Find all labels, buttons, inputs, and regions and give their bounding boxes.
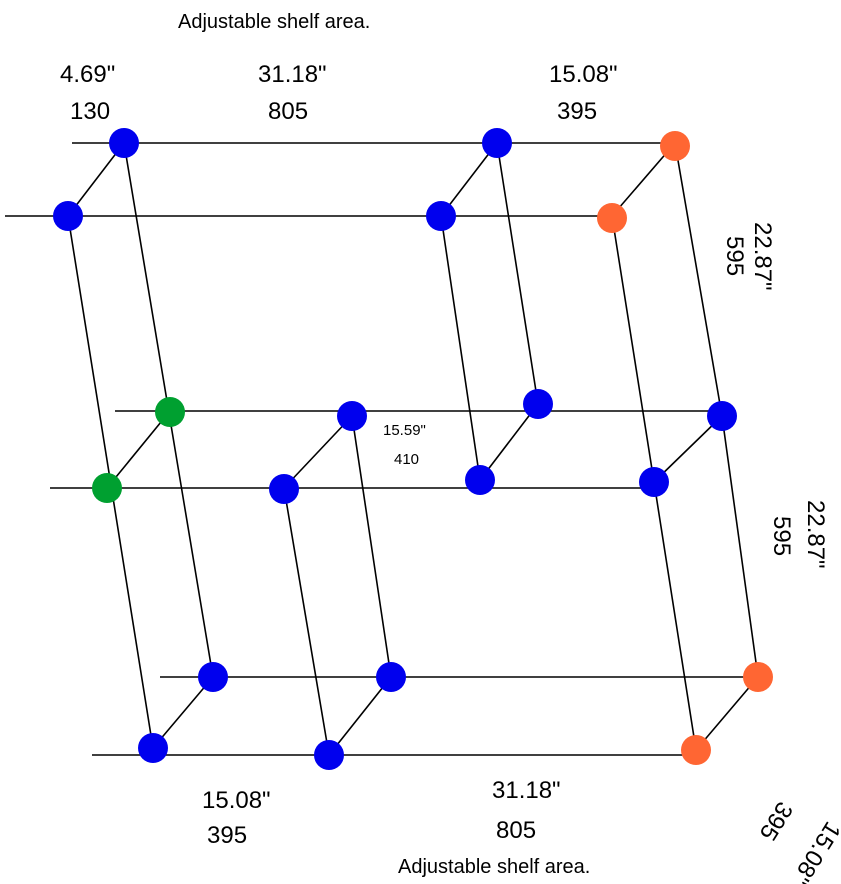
post: [283, 487, 330, 756]
node-blue: [138, 733, 168, 763]
node-green: [155, 397, 185, 427]
node-blue: [482, 128, 512, 158]
depth-link: [479, 403, 539, 481]
mid-dim-mm: 410: [394, 451, 419, 468]
top-dim-1-in: 4.69": [60, 61, 115, 88]
post: [496, 142, 539, 405]
right-dim-1-in: 22.87": [749, 222, 776, 291]
node-blue: [523, 389, 553, 419]
depth-link: [695, 676, 759, 751]
node-orange: [743, 662, 773, 692]
top-dim-2-in: 31.18": [258, 61, 327, 88]
depth-link: [653, 415, 723, 483]
bottom-dim-2-mm: 805: [496, 817, 536, 844]
depth-link: [152, 676, 214, 749]
depth-link: [440, 142, 498, 217]
depth-link: [67, 142, 125, 217]
right-dim-2-in: 22.87": [802, 500, 829, 569]
right-dim-2-mm: 595: [768, 516, 795, 556]
node-blue: [465, 465, 495, 495]
right-dim-1-mm: 595: [721, 236, 748, 276]
node-orange: [597, 203, 627, 233]
post: [351, 415, 392, 678]
bottom-dim-1-in: 15.08": [202, 787, 271, 814]
post: [611, 215, 655, 483]
mid-dim-in: 15.59": [383, 422, 426, 439]
depth-link: [283, 415, 353, 489]
bottom-dim-2-in: 31.18": [492, 777, 561, 804]
node-blue: [269, 474, 299, 504]
node-blue: [707, 401, 737, 431]
corner-dim-in: 15.08": [787, 817, 841, 884]
node-orange: [681, 735, 711, 765]
node-blue: [109, 128, 139, 158]
corner-dim-mm: 395: [754, 797, 798, 845]
node-orange: [660, 131, 690, 161]
node-green: [92, 473, 122, 503]
post: [653, 481, 697, 751]
node-blue: [314, 740, 344, 770]
top-dim-1-mm: 130: [70, 98, 110, 125]
node-blue: [376, 662, 406, 692]
top-dim-3-in: 15.08": [549, 61, 618, 88]
node-blue: [426, 201, 456, 231]
bottom-dim-1-mm: 395: [207, 822, 247, 849]
post: [674, 142, 723, 417]
top-dim-3-mm: 395: [557, 98, 597, 125]
top-caption: Adjustable shelf area.: [178, 11, 370, 33]
node-blue: [198, 662, 228, 692]
node-blue: [639, 467, 669, 497]
post: [721, 415, 759, 678]
post: [440, 215, 481, 481]
node-blue: [337, 401, 367, 431]
node-blue: [53, 201, 83, 231]
bottom-caption: Adjustable shelf area.: [398, 856, 590, 878]
top-dim-2-mm: 805: [268, 98, 308, 125]
depth-link: [328, 676, 392, 756]
depth-link: [106, 410, 171, 489]
